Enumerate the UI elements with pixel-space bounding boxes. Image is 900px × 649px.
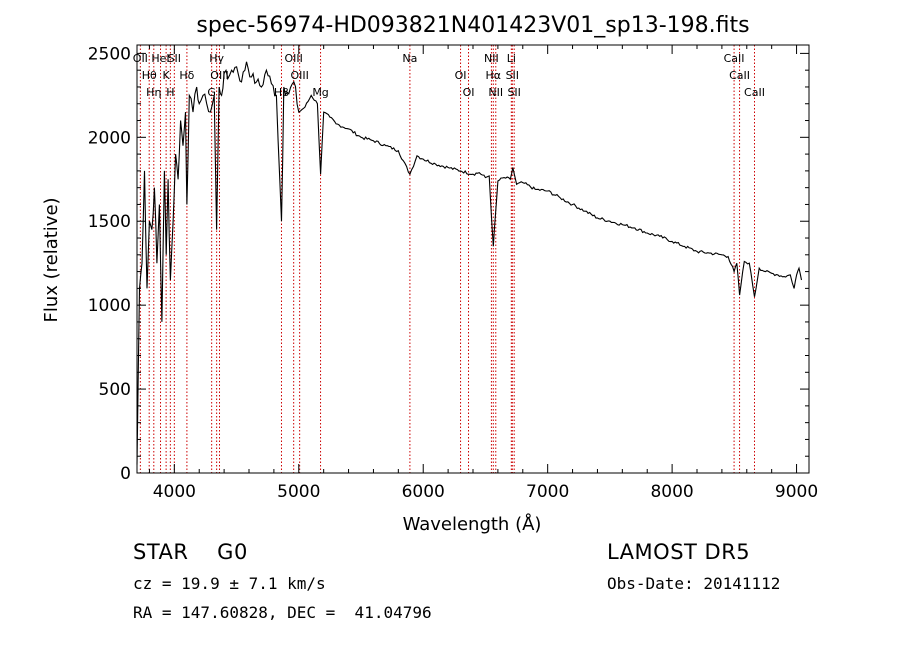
spectral-line-label: CaII (724, 52, 745, 65)
object-class: STAR G0 (133, 540, 248, 564)
y-axis-label: Flux (relative) (41, 197, 62, 322)
coordinates: RA = 147.60828, DEC = 41.04796 (133, 603, 432, 622)
spectral-line-label: Hθ (142, 69, 157, 82)
spectral-line-label: OIII (290, 69, 308, 82)
spectral-line-label: NII (488, 86, 503, 99)
spectral-line-label: Hβ (274, 86, 289, 99)
spectral-line-label: OI (463, 86, 475, 99)
plot-frame (136, 44, 810, 474)
spectral-line-label: SII (506, 69, 519, 82)
spectral-line-labels: OIIHθHηHeIKHSIIHδGHγOIIIHβOIIIOIIIMgNaOI… (133, 52, 765, 99)
spectral-line-label: Li (507, 52, 516, 65)
spectral-line-label: Hγ (209, 52, 224, 65)
y-tick-label: 2000 (88, 128, 131, 148)
x-tick-label: 6000 (402, 482, 445, 502)
spectral-line-label: OI (455, 69, 467, 82)
survey-name: LAMOST DR5 (607, 540, 751, 564)
x-axis-label: Wavelength (Å) (403, 513, 542, 535)
spectral-line-label: G (207, 86, 216, 99)
y-tick-label: 0 (120, 464, 131, 484)
spectral-line-label: SII (507, 86, 520, 99)
spectral-line-label: K (163, 69, 171, 82)
x-tick-label: 7000 (526, 482, 569, 502)
x-tick-label: 9000 (775, 482, 818, 502)
x-tick-label: 8000 (650, 482, 693, 502)
x-tick-label: 5000 (277, 482, 320, 502)
spectral-line-label: Mg (312, 86, 328, 99)
redshift-value: cz = 19.9 ± 7.1 km/s (133, 574, 326, 593)
x-tick-label: 4000 (153, 482, 196, 502)
spectrum-line (136, 61, 803, 465)
observation-date: Obs-Date: 20141112 (607, 574, 781, 593)
spectral-line-label: SII (168, 52, 181, 65)
spectral-line-markers (139, 45, 755, 473)
axis-ticks: 4000 5000 6000 7000 8000 9000 0 500 1000 1500 2000… (88, 44, 818, 502)
spectral-line-label: OII (133, 52, 148, 65)
spectral-line-label: H (166, 86, 174, 99)
spectral-line-label: HeI (151, 52, 169, 65)
y-tick-label: 2500 (88, 44, 131, 64)
spectral-line-label: OIII (284, 52, 302, 65)
spectral-line-label: NII (484, 52, 499, 65)
y-tick-label: 500 (99, 380, 131, 400)
spectral-line-label: CaII (744, 86, 765, 99)
y-tick-label: 1000 (88, 296, 131, 316)
spectral-line-label: Na (402, 52, 417, 65)
spectral-line-label: Hα (486, 69, 502, 82)
chart-title: spec-56974-HD093821N401423V01_sp13-198.f… (196, 13, 749, 38)
y-tick-label: 1500 (88, 212, 131, 232)
spectral-line-label: CaII (729, 69, 750, 82)
spectral-line-label: Hδ (179, 69, 194, 82)
spectral-line-label: Hη (146, 86, 161, 99)
